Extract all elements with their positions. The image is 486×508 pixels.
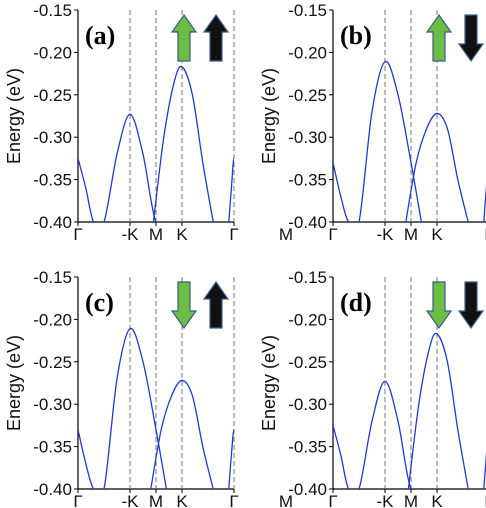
band-line — [150, 379, 214, 489]
spin-down-arrow-icon — [457, 281, 485, 330]
x-tick-label: K — [431, 492, 443, 508]
y-tick-label: -0.20 — [33, 43, 72, 62]
x-tick-label: M — [149, 492, 163, 508]
y-tick-label: -0.15 — [288, 1, 327, 20]
y-tick-label: -0.40 — [33, 213, 72, 232]
panel-3: -0.15-0.20-0.25-0.30-0.35-0.40Γ -K M K Γ MEne… — [4, 268, 293, 508]
spin-up-arrow-icon — [170, 13, 198, 62]
x-tick-label: Γ — [73, 492, 82, 508]
panel-label: (a) — [85, 21, 115, 50]
x-tick-label: Γ — [484, 492, 486, 508]
x-tick-label: -K — [122, 225, 140, 244]
x-tick-label: Γ — [328, 492, 337, 508]
y-axis-label: Energy (eV) — [259, 335, 279, 431]
band-line — [228, 428, 234, 489]
band-line — [78, 327, 168, 489]
band-line — [228, 157, 234, 222]
y-tick-label: -0.20 — [33, 310, 72, 329]
x-tick-label: -K — [377, 225, 395, 244]
x-tick-label: M — [279, 225, 293, 244]
panel-label: (b) — [340, 21, 372, 50]
y-tick-label: -0.25 — [33, 86, 72, 105]
band-line — [407, 332, 469, 489]
x-tick-label: -K — [122, 492, 140, 508]
panel-2: -0.15-0.20-0.25-0.30-0.35-0.40Γ-KMKΓMEne… — [259, 1, 486, 244]
x-tick-label: -K — [377, 492, 395, 508]
spin-up-arrow-icon — [202, 13, 230, 62]
y-axis-label: Energy (eV) — [4, 335, 24, 431]
x-tick-label: Γ — [229, 225, 238, 244]
y-tick-label: -0.15 — [33, 268, 72, 287]
spin-up-arrow-icon — [202, 280, 230, 329]
x-tick-label: M — [149, 225, 163, 244]
y-tick-label: -0.15 — [288, 268, 327, 287]
y-tick-label: -0.15 — [33, 1, 72, 20]
y-tick-label: -0.40 — [288, 213, 327, 232]
x-tick-label: K — [431, 225, 443, 244]
y-tick-label: -0.35 — [288, 171, 327, 190]
y-tick-label: -0.40 — [33, 480, 72, 499]
band-line — [405, 112, 469, 222]
y-tick-label: -0.30 — [33, 128, 72, 147]
y-tick-label: -0.35 — [288, 438, 327, 457]
x-tick-label: M — [279, 492, 293, 508]
x-tick-label: K — [176, 492, 188, 508]
y-tick-label: -0.35 — [33, 438, 72, 457]
y-axis-label: Energy (eV) — [4, 68, 24, 164]
panel-label: (d) — [340, 288, 372, 317]
y-axis-label: Energy (eV) — [259, 68, 279, 164]
x-tick-label: M — [404, 225, 418, 244]
y-tick-label: -0.25 — [288, 86, 327, 105]
y-tick-label: -0.30 — [288, 128, 327, 147]
band-line — [78, 113, 172, 222]
band-line — [333, 60, 423, 222]
spin-up-arrow-icon — [425, 13, 453, 62]
x-tick-label: Γ — [229, 492, 238, 508]
band-line — [333, 380, 427, 489]
y-tick-label: -0.40 — [288, 480, 327, 499]
x-tick-label: Γ — [73, 225, 82, 244]
x-tick-label: K — [176, 225, 188, 244]
spin-down-arrow-icon — [457, 14, 485, 63]
y-tick-label: -0.25 — [288, 353, 327, 372]
y-tick-label: -0.20 — [288, 310, 327, 329]
x-tick-label: Γ — [484, 225, 486, 244]
panel-1: -0.15-0.20-0.25-0.30-0.35-0.40Γ -K M K Γ MEne… — [4, 1, 293, 244]
x-tick-label: Γ — [328, 225, 337, 244]
y-tick-label: -0.30 — [288, 395, 327, 414]
y-tick-label: -0.30 — [33, 395, 72, 414]
spin-down-arrow-icon — [170, 281, 198, 330]
spin-down-arrow-icon — [425, 281, 453, 330]
panel-4: -0.15-0.20-0.25-0.30-0.35-0.40Γ-KMKΓMEne… — [259, 268, 486, 508]
y-tick-label: -0.25 — [33, 353, 72, 372]
y-tick-label: -0.20 — [288, 43, 327, 62]
panel-label: (c) — [85, 288, 114, 317]
x-tick-label: M — [404, 492, 418, 508]
y-tick-label: -0.35 — [33, 171, 72, 190]
band-line — [152, 65, 214, 222]
